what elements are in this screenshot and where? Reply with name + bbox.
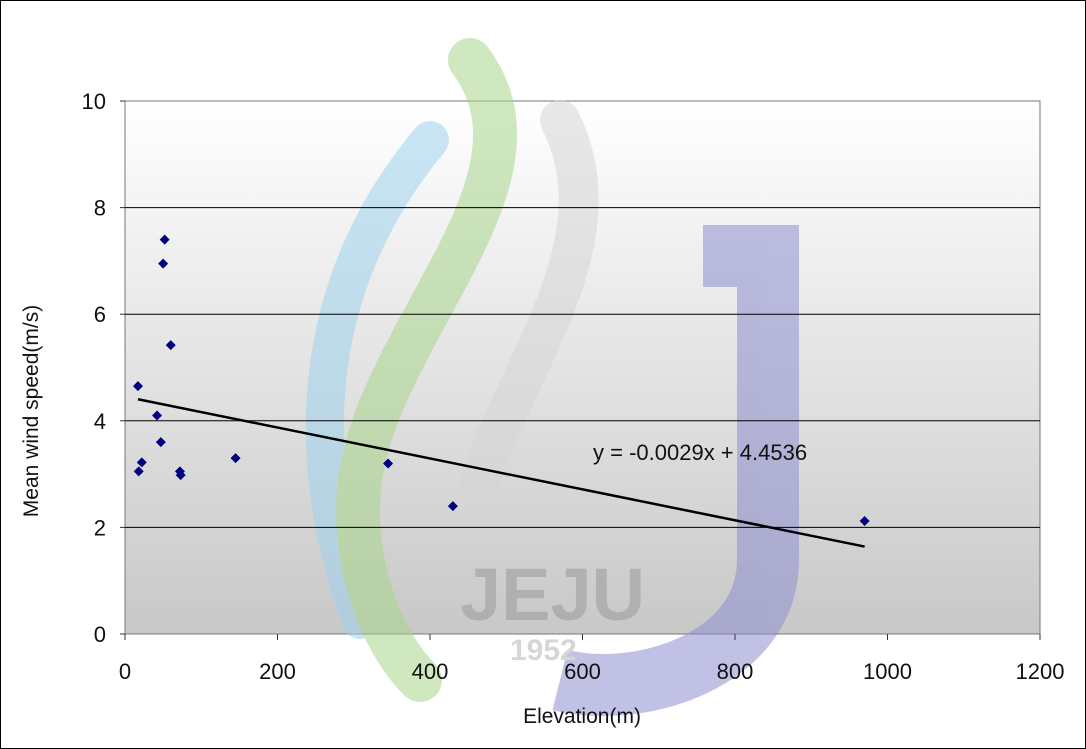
x-tick-label: 800 — [717, 659, 754, 684]
watermark-year-text: 1952 — [510, 634, 577, 667]
x-axis-ticks: 0 200 400 600 800 1000 1200 — [119, 634, 1065, 684]
data-point — [447, 501, 458, 512]
x-tick-label: 600 — [564, 659, 601, 684]
data-point — [230, 453, 241, 464]
horizontal-gridlines — [125, 207, 1040, 528]
y-tick-label: 2 — [94, 515, 106, 540]
watermark-jeju-text: JEJU — [460, 553, 645, 636]
y-tick-label: 6 — [94, 302, 106, 327]
y-tick-label: 4 — [94, 409, 106, 434]
data-point — [158, 258, 169, 269]
data-point — [383, 458, 394, 469]
y-axis-title: Mean wind speed(m/s) — [20, 305, 43, 517]
y-tick-label: 8 — [94, 196, 106, 221]
x-axis-title: Elevation(m) — [523, 705, 641, 728]
data-point — [155, 437, 166, 448]
x-tick-label: 1200 — [1016, 659, 1065, 684]
x-tick-label: 1000 — [863, 659, 912, 684]
y-axis-ticks: 0 2 4 6 8 10 — [82, 89, 125, 647]
data-point — [152, 410, 163, 421]
y-tick-label: 0 — [94, 622, 106, 647]
x-tick-label: 400 — [412, 659, 449, 684]
trendline-group — [137, 398, 865, 548]
university-watermark: JEJU 1952 — [305, 38, 799, 716]
data-point — [132, 381, 143, 392]
x-tick-label: 0 — [119, 659, 131, 684]
data-point — [859, 516, 870, 527]
data-point — [175, 470, 186, 481]
y-tick-label: 10 — [82, 89, 106, 114]
data-point — [165, 340, 176, 351]
trendline-equation: y = -0.0029x + 4.4536 — [593, 440, 807, 465]
data-point — [159, 234, 170, 245]
trendline — [137, 398, 865, 548]
data-points — [132, 234, 870, 527]
x-tick-label: 200 — [259, 659, 296, 684]
data-point — [136, 457, 147, 468]
data-point — [133, 466, 144, 477]
